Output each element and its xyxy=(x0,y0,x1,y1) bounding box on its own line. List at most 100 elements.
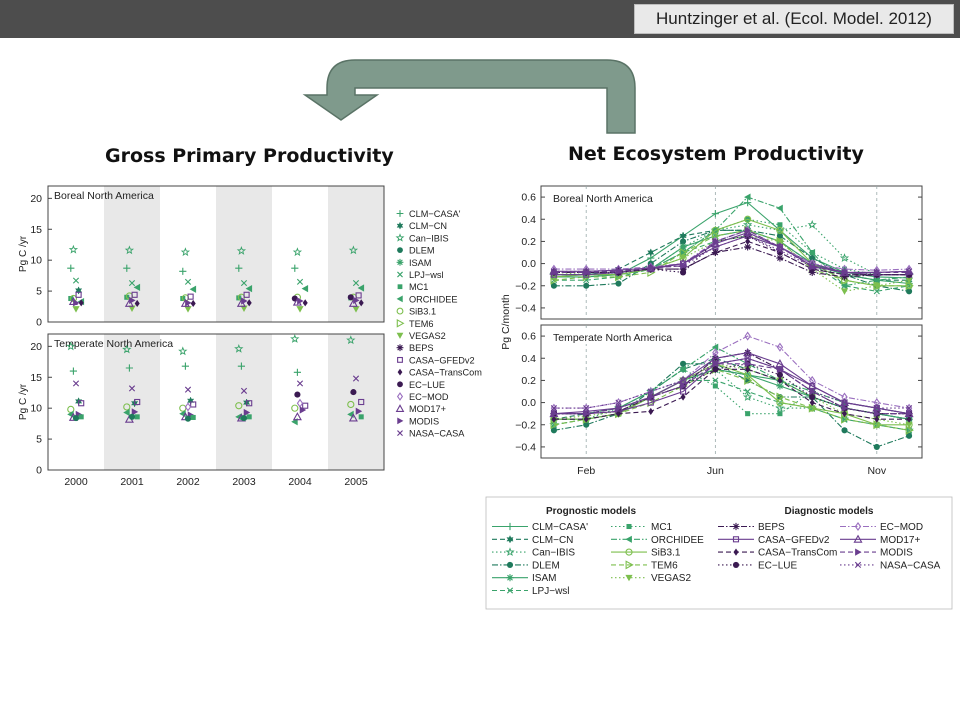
nep-point-ec-lue-5 xyxy=(680,269,687,276)
nep-line-modis xyxy=(553,229,910,273)
nep-point-vegas2-5 xyxy=(679,255,687,262)
nep-legend-marker-sib3-1 xyxy=(625,548,633,556)
gpp-point-casa-gfedv2-2002 xyxy=(190,401,197,408)
nep-legend-marker-modis xyxy=(855,548,862,556)
gpp-legend-marker-dlem xyxy=(397,247,403,253)
nep-legend-label-nasa-casa: NASA−CASA xyxy=(880,560,941,571)
gpp-point-casa-gfedv2-2005 xyxy=(358,398,365,406)
gpp-point-ec-lue-2005 xyxy=(347,294,354,301)
curved-arrow-icon xyxy=(302,59,636,134)
gpp-legend-label-mc1: MC1 xyxy=(409,282,428,292)
nep-point-mod17-8 xyxy=(775,359,785,368)
gpp-point-modis-2004 xyxy=(297,297,304,305)
gpp-point-dlem-2000 xyxy=(72,415,80,422)
gpp-legend-label-casa-transcom: CASA−TransCom xyxy=(409,368,482,378)
nep-point-ec-lue-8 xyxy=(776,249,783,256)
nep-point-tem6-10 xyxy=(841,414,850,424)
nep-ytick-label: 0.6 xyxy=(521,192,536,204)
gpp-point-can-ibis-2000 xyxy=(66,341,76,351)
nep-line-dlem xyxy=(553,229,910,292)
gpp-legend-label-dlem: DLEM xyxy=(409,246,435,256)
nep-ylabel: Pg C/month xyxy=(500,294,512,350)
gpp-point-can-ibis-2001 xyxy=(124,245,135,255)
nep-point-clm-casa-7 xyxy=(744,199,752,207)
gpp-legend-marker-nasa-casa xyxy=(397,430,403,437)
nep-point-nasa-casa-7 xyxy=(744,355,751,362)
nep-point-orchidee-10 xyxy=(840,282,848,290)
nep-legend-label-clm-casa: CLM−CASA' xyxy=(532,522,588,533)
gpp-point-nasa-casa-2001 xyxy=(128,385,136,392)
nep-ytick-label: 0.4 xyxy=(521,353,536,365)
nep-point-nasa-casa-3 xyxy=(615,267,622,274)
gpp-point-casa-gfedv2-2000 xyxy=(78,400,85,407)
nep-point-vegas2-8 xyxy=(776,238,784,246)
nep-point-tem6-1 xyxy=(550,275,559,285)
gpp-point-clm-casa-2003 xyxy=(235,264,243,272)
gpp-point-vegas2-2000 xyxy=(72,306,80,313)
gpp-ytick-label: 20 xyxy=(30,341,42,353)
gpp-point-modis-2005 xyxy=(353,296,360,304)
nep-point-modis-11 xyxy=(873,410,881,418)
nep-point-nasa-casa-10 xyxy=(841,399,848,406)
gpp-legend-label-mod17: MOD17+ xyxy=(409,404,446,414)
nep-point-beps-8 xyxy=(776,254,784,262)
nep-point-tem6-8 xyxy=(776,392,785,402)
nep-point-nasa-casa-4 xyxy=(647,264,654,272)
nep-point-modis-4 xyxy=(647,393,655,401)
gpp-legend-label-isam: ISAM xyxy=(409,258,431,268)
gpp-point-mc1-2003 xyxy=(246,414,252,420)
gpp-ytick-label: 10 xyxy=(30,403,42,415)
nep-panel-frame xyxy=(540,185,923,320)
nep-point-mc1-8 xyxy=(777,411,783,417)
nep-point-casa-transcom-7 xyxy=(745,365,751,373)
nep-panel-temperate-north-america: 0.6 0.4 0.2 0.0 −0.2 −0.4 Temperate North Amer… xyxy=(515,324,923,459)
nep-point-clm-casa-6 xyxy=(711,210,719,218)
nep-ytick-label: −0.4 xyxy=(515,302,536,314)
nep-point-mod17-5 xyxy=(678,375,688,384)
gpp-legend-marker-casa-transcom xyxy=(397,368,403,376)
gpp-ylabel: Pg C /yr xyxy=(18,383,29,420)
nep-legend-title-prognostic: Prognostic models xyxy=(546,506,636,517)
nep-point-dlem-11 xyxy=(873,443,880,450)
gpp-ytick-label: 5 xyxy=(36,434,42,446)
nep-point-nasa-casa-5 xyxy=(679,262,687,269)
gpp-point-modis-2000 xyxy=(73,299,80,307)
gpp-point-casa-gfedv2-2000 xyxy=(75,291,82,298)
gpp-point-casa-gfedv2-2005 xyxy=(355,292,362,299)
nep-point-orchidee-8 xyxy=(776,204,783,212)
nep-point-nasa-casa-10 xyxy=(841,269,848,276)
gpp-panel-temperate-north-america: Temperate North America 0 5 10 15 20 Pg C /yr xyxy=(18,333,385,477)
nep-point-modis-5 xyxy=(680,382,687,390)
nep-legend-label-orchidee: ORCHIDEE xyxy=(651,535,704,546)
gpp-ytick-label: 20 xyxy=(30,193,42,205)
gpp-point-lpj-wsl-2003 xyxy=(240,279,248,287)
nep-point-lpj-wsl-6 xyxy=(712,377,719,384)
gpp-point-modis-2002 xyxy=(185,299,192,307)
nep-point-modis-10 xyxy=(841,404,849,412)
nep-point-orchidee-11 xyxy=(873,276,880,284)
nep-point-nasa-casa-4 xyxy=(647,388,654,395)
gpp-legend-marker-ec-lue xyxy=(397,381,403,388)
gpp-point-clm-casa-2002 xyxy=(181,362,189,370)
gpp-legend-marker-sib3-1 xyxy=(396,307,404,315)
gpp-legend-marker-beps xyxy=(396,344,404,352)
gpp-point-can-ibis-2000 xyxy=(68,244,79,254)
gpp-point-clm-casa-2002 xyxy=(179,267,187,275)
gpp-point-orchidee-2004 xyxy=(301,285,309,293)
nep-point-modis-12 xyxy=(906,410,913,418)
gpp-xtick-label-2002: 2002 xyxy=(176,476,200,488)
nep-point-mc1-7 xyxy=(745,411,751,417)
nep-point-dlem-1 xyxy=(550,282,557,289)
gpp-legend-label-clm-cn: CLM−CN xyxy=(409,221,447,231)
nep-point-casa-transcom-2 xyxy=(583,415,589,423)
nep-point-tem6-9 xyxy=(808,403,817,413)
nep-point-dlem-1 xyxy=(550,427,557,434)
gpp-panel-label: Boreal North America xyxy=(54,190,154,202)
nep-legend-title-diagnostic: Diagnostic models xyxy=(785,506,874,517)
nep-point-modis-7 xyxy=(744,360,752,368)
nep-legend-marker-dlem xyxy=(506,561,514,568)
nep-point-lpj-wsl-7 xyxy=(744,388,751,395)
nep-legend-label-dlem: DLEM xyxy=(532,560,560,571)
